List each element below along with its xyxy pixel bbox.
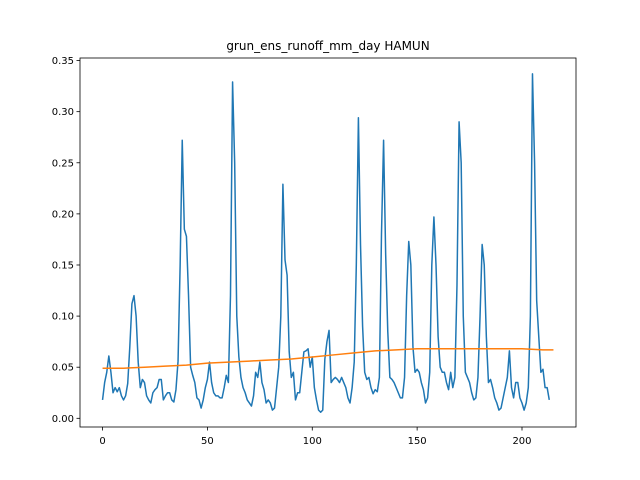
plot-area [80, 58, 576, 427]
y-tick-label: 0.35 [52, 56, 74, 67]
y-tick-label: 0.05 [52, 363, 74, 374]
x-axis: 0 50 100 150 200 [99, 427, 532, 447]
series-line-2 [102, 348, 554, 369]
series-line-1 [101, 73, 550, 413]
y-tick-label: 0.15 [52, 260, 74, 271]
x-tick-label: 150 [408, 436, 427, 447]
x-tick-label: 50 [201, 436, 214, 447]
y-axis: 0.00 0.05 0.10 0.15 0.20 0.25 0.30 0.35 [52, 56, 80, 425]
y-tick-label: 0.25 [52, 158, 74, 169]
x-tick-label: 200 [512, 436, 531, 447]
y-tick-label: 0.10 [52, 312, 74, 323]
axes-frame [79, 57, 577, 428]
y-tick-label: 0.00 [52, 414, 74, 425]
x-tick-label: 0 [99, 436, 105, 447]
series-layer [101, 73, 554, 413]
y-tick-label: 0.20 [52, 209, 74, 220]
x-tick-label: 100 [303, 436, 322, 447]
chart-title: grun_ens_runoff_mm_day HAMUN [226, 39, 429, 53]
y-tick-label: 0.30 [52, 107, 74, 118]
